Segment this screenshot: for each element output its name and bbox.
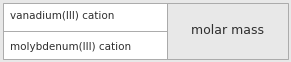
Bar	[167, 3, 288, 59]
Text: molybdenum(III) cation: molybdenum(III) cation	[10, 42, 131, 52]
Text: molar mass: molar mass	[191, 24, 264, 38]
Text: vanadium(III) cation: vanadium(III) cation	[10, 10, 114, 20]
Bar	[3, 3, 167, 59]
